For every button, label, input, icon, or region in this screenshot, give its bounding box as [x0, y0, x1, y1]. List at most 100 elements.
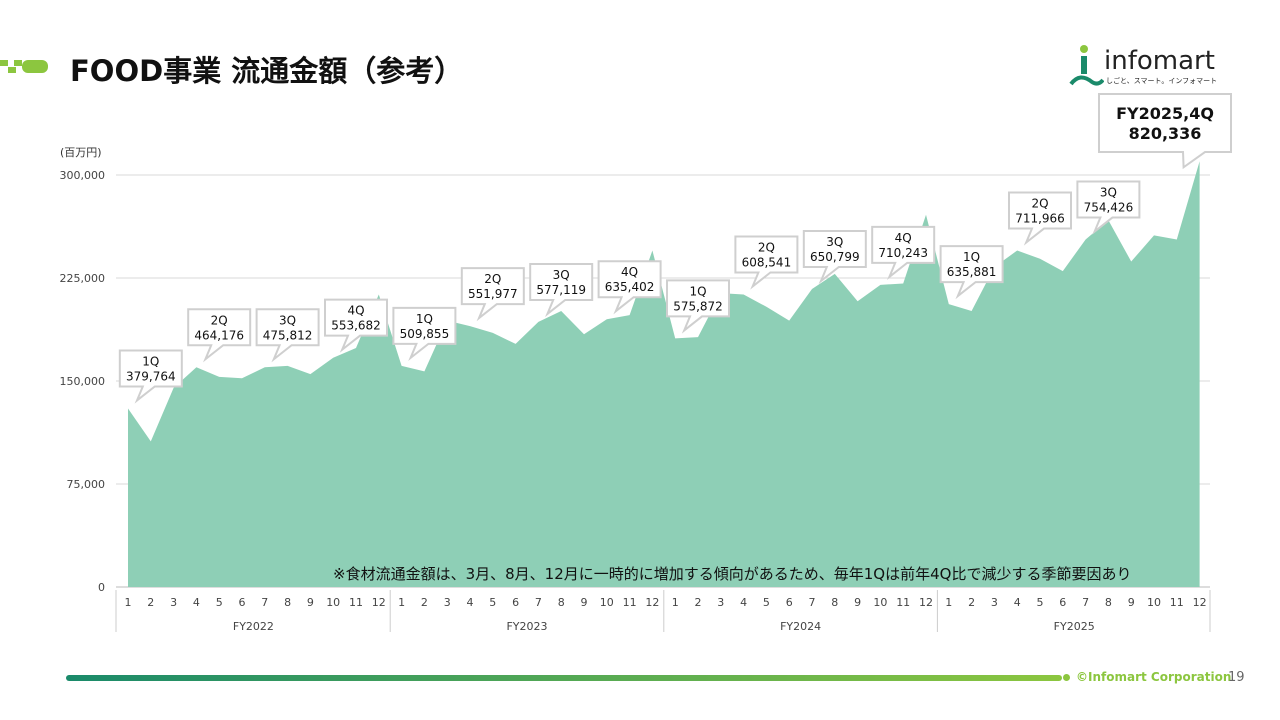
callout-quarter: 2Q	[211, 313, 228, 327]
callout-quarter: 3Q	[553, 268, 570, 282]
x-tick-label: 12	[919, 596, 933, 609]
x-tick-label: 10	[873, 596, 887, 609]
x-tick-label: 9	[581, 596, 588, 609]
callout-box	[666, 279, 730, 334]
callout-value: 475,812	[263, 328, 313, 342]
x-tick-label: 8	[831, 596, 838, 609]
x-tick-label: 7	[261, 596, 268, 609]
x-tick-label: 12	[645, 596, 659, 609]
footer-dot	[1063, 674, 1070, 681]
x-tick-label: 8	[1105, 596, 1112, 609]
x-tick-label: 4	[193, 596, 200, 609]
highlight-callout-quarter: FY2025,4Q	[1116, 104, 1214, 123]
callout-box	[255, 308, 320, 363]
fy-label: FY2024	[780, 620, 821, 633]
callout-quarter: 2Q	[484, 272, 501, 286]
page-number: 19	[1228, 670, 1245, 685]
callout-box	[187, 308, 252, 363]
callout-value: 608,541	[742, 255, 792, 269]
x-tick-label: 10	[326, 596, 340, 609]
callout-value: 553,682	[331, 319, 381, 333]
logo-tagline: しごと、スマート。インフォマート	[1106, 77, 1218, 85]
x-tick-label: 5	[1037, 596, 1044, 609]
x-tick-label: 1	[672, 596, 679, 609]
footer-bar	[66, 675, 1062, 681]
y-tick-label: 225,000	[60, 272, 106, 285]
x-tick-label: 1	[398, 596, 405, 609]
x-tick-label: 8	[284, 596, 291, 609]
y-tick-label: 150,000	[60, 375, 106, 388]
x-tick-label: 11	[896, 596, 910, 609]
x-tick-label: 2	[968, 596, 975, 609]
callout-quarter: 3Q	[279, 313, 296, 327]
infomart-logo-icon	[1069, 45, 1104, 86]
x-tick-label: 11	[349, 596, 363, 609]
x-tick-label: 6	[512, 596, 519, 609]
x-tick-label: 9	[1128, 596, 1135, 609]
callout-box	[597, 260, 662, 315]
fy-label: FY2023	[506, 620, 547, 633]
x-tick-label: 6	[1059, 596, 1066, 609]
y-tick-label: 75,000	[67, 478, 106, 491]
x-tick-label: 10	[1147, 596, 1161, 609]
callout-value: 577,119	[536, 283, 586, 297]
callout-box	[871, 225, 936, 281]
x-tick-label: 6	[239, 596, 246, 609]
x-tick-label: 3	[991, 596, 998, 609]
x-tick-label: 7	[535, 596, 542, 609]
callout-box	[118, 349, 183, 404]
highlight-callout-box	[1098, 93, 1232, 170]
x-tick-label: 9	[307, 596, 314, 609]
callout-quarter: 1Q	[689, 284, 706, 298]
x-tick-label: 7	[809, 596, 816, 609]
callout-quarter: 2Q	[1031, 197, 1048, 211]
callout-value: 710,243	[878, 246, 928, 260]
x-tick-label: 1	[125, 596, 132, 609]
series-area	[128, 161, 1200, 588]
callout-quarter: 4Q	[347, 304, 364, 318]
callout-value: 635,881	[947, 265, 997, 279]
callout-quarter: 3Q	[1100, 186, 1117, 200]
logo-wordmark: infomart	[1104, 46, 1215, 76]
callout-box	[1008, 191, 1072, 246]
callout-box	[734, 235, 799, 290]
x-tick-label: 3	[717, 596, 724, 609]
callout-quarter: 4Q	[621, 265, 638, 279]
highlight-callout-value: 820,336	[1129, 124, 1202, 143]
callout-box	[392, 306, 457, 362]
fy-label: FY2025	[1054, 620, 1095, 633]
callout-value: 635,402	[605, 280, 655, 294]
y-tick-label: 300,000	[60, 169, 106, 182]
x-tick-label: 6	[786, 596, 793, 609]
fy-label: FY2022	[233, 620, 274, 633]
seasonal-note: ※食材流通金額は、3月、8月、12月に一時的に増加する傾向があるため、毎年1Qは…	[333, 565, 1132, 583]
callout-value: 754,426	[1084, 201, 1134, 215]
callout-box	[802, 229, 867, 285]
x-tick-label: 5	[216, 596, 223, 609]
x-tick-label: 9	[854, 596, 861, 609]
x-tick-label: 4	[467, 596, 474, 609]
callout-box	[1076, 180, 1141, 235]
y-tick-label: 0	[98, 581, 105, 594]
page-title: FOOD事業 流通金額（参考）	[70, 54, 464, 88]
x-tick-label: 12	[1193, 596, 1207, 609]
callout-value: 379,764	[126, 369, 176, 383]
y-axis-unit: (百万円)	[60, 146, 102, 159]
callout-box	[324, 298, 388, 353]
callout-quarter: 1Q	[416, 312, 433, 326]
x-tick-label: 2	[147, 596, 154, 609]
x-tick-label: 4	[1014, 596, 1021, 609]
callout-box	[939, 245, 1004, 300]
copyright: ©Infomart Corporation	[1076, 670, 1232, 684]
callout-quarter: 4Q	[895, 231, 912, 245]
x-tick-label: 11	[1170, 596, 1184, 609]
x-tick-label: 7	[1082, 596, 1089, 609]
x-tick-label: 1	[945, 596, 952, 609]
callout-quarter: 3Q	[826, 235, 843, 249]
x-tick-label: 3	[444, 596, 451, 609]
callout-value: 711,966	[1015, 212, 1065, 226]
callout-value: 551,977	[468, 287, 518, 301]
x-tick-label: 2	[695, 596, 702, 609]
callout-quarter: 1Q	[963, 250, 980, 264]
